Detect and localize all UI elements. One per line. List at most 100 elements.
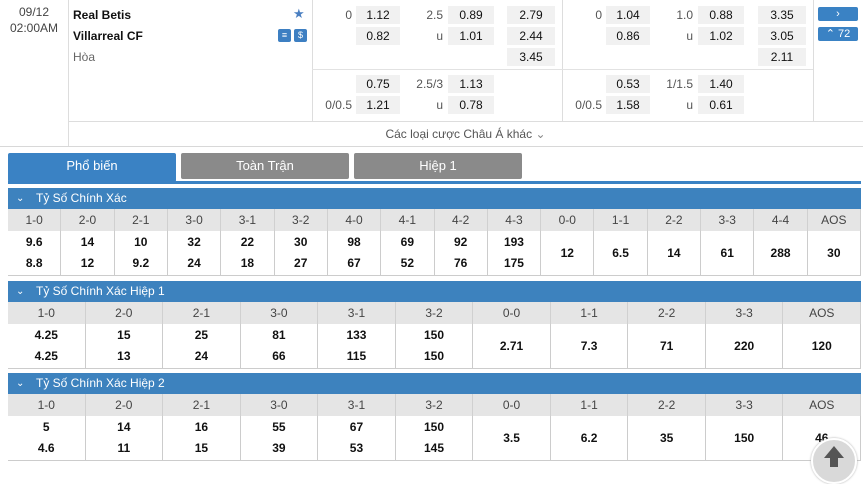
section-correct-score-2: ⌄ Tỷ Số Chính Xác Hiệp 2 1-0 2-0 2-1 3-0 3-1 3-… xyxy=(8,373,862,461)
ft-ou-under[interactable]: 1.01 xyxy=(448,27,494,45)
odds-value[interactable]: 288 xyxy=(770,245,791,260)
ft-ou2-over[interactable]: 1.13 xyxy=(448,75,494,93)
tab-first-half[interactable]: Hiệp 1 xyxy=(354,153,522,179)
odds-value[interactable]: 11 xyxy=(117,441,131,455)
tab-full-time[interactable]: Toàn Trận xyxy=(181,153,349,179)
odds-value[interactable]: 52 xyxy=(400,256,415,270)
h1-hcap-away[interactable]: 0.86 xyxy=(606,27,650,45)
h1-ou2-under[interactable]: 0.61 xyxy=(698,96,744,114)
stats-icon[interactable]: ≡ xyxy=(278,29,291,42)
odds-value[interactable]: 53 xyxy=(349,441,364,455)
odds-value[interactable]: 66 xyxy=(272,349,286,363)
ft-1x2-away[interactable]: 2.44 xyxy=(507,27,555,45)
h1-1x2-away[interactable]: 3.05 xyxy=(758,27,806,45)
h1-hcap2-away[interactable]: 1.58 xyxy=(606,96,650,114)
away-team[interactable]: Villarreal CF xyxy=(73,29,143,43)
odds-value[interactable]: 27 xyxy=(294,256,308,270)
h1-ou-under[interactable]: 1.02 xyxy=(698,27,744,45)
h1-ou2-over[interactable]: 1.40 xyxy=(698,75,744,93)
scroll-to-top-button[interactable] xyxy=(811,438,857,484)
h1-1x2-draw[interactable]: 2.11 xyxy=(758,48,806,66)
odds-value[interactable]: 39 xyxy=(272,441,286,455)
section-header[interactable]: ⌄ Tỷ Số Chính Xác xyxy=(8,188,861,209)
collapse-chevron-icon[interactable]: ⌄ xyxy=(16,378,25,389)
odds-value[interactable]: 115 xyxy=(346,349,367,363)
tab-popular[interactable]: Phổ biến xyxy=(8,153,176,182)
ft-hcap-home[interactable]: 1.12 xyxy=(356,6,400,24)
ft-hcap2-home[interactable]: 0.75 xyxy=(356,75,400,93)
collapse-chevron-icon[interactable]: ⌄ xyxy=(16,286,25,297)
odds-value[interactable]: 35 xyxy=(659,430,674,445)
more-asian-bets-link[interactable]: Các loại cược Châu Á khác ⌄ xyxy=(68,121,863,147)
odds-value[interactable]: 133 xyxy=(346,328,367,342)
h1-1x2-home[interactable]: 3.35 xyxy=(758,6,806,24)
odds-value[interactable]: 69 xyxy=(400,235,415,249)
section-header[interactable]: ⌄ Tỷ Số Chính Xác Hiệp 2 xyxy=(8,373,861,394)
odds-value[interactable]: 98 xyxy=(347,235,361,249)
odds-value[interactable]: 12 xyxy=(80,256,95,270)
h1-hcap2-home[interactable]: 0.53 xyxy=(606,75,650,93)
odds-value[interactable]: 81 xyxy=(272,328,286,342)
odds-value[interactable]: 4.25 xyxy=(34,349,58,363)
odds-value[interactable]: 25 xyxy=(194,328,209,342)
odds-value[interactable]: 7.3 xyxy=(580,338,598,353)
odds-value[interactable]: 24 xyxy=(194,349,209,363)
odds-value[interactable]: 4.6 xyxy=(37,441,55,455)
odds-value[interactable]: 10 xyxy=(134,235,148,249)
odds-value[interactable]: 150 xyxy=(423,420,445,434)
odds-value[interactable]: 18 xyxy=(240,256,255,270)
odds-value[interactable]: 92 xyxy=(453,235,468,249)
chevron-right-icon[interactable]: › xyxy=(818,7,858,21)
ft-hcap-away[interactable]: 0.82 xyxy=(356,27,400,45)
odds-value[interactable]: 3.5 xyxy=(503,430,520,445)
odds-value[interactable]: 14 xyxy=(117,420,131,434)
odds-value[interactable]: 120 xyxy=(811,338,832,353)
odds-value[interactable]: 145 xyxy=(423,441,445,455)
more-bets-button[interactable]: ⌃ 72 xyxy=(818,27,858,41)
odds-value[interactable]: 15 xyxy=(117,328,131,342)
odds-value[interactable]: 150 xyxy=(734,430,755,445)
odds-value[interactable]: 4.25 xyxy=(34,328,58,342)
odds-value[interactable]: 193 xyxy=(503,235,524,249)
odds-value[interactable]: 67 xyxy=(347,256,361,270)
odds-value[interactable]: 2.71 xyxy=(499,338,524,353)
odds-value[interactable]: 22 xyxy=(240,235,255,249)
ft-1x2-draw[interactable]: 3.45 xyxy=(507,48,555,66)
odds-value[interactable]: 71 xyxy=(659,338,674,353)
odds-value[interactable]: 220 xyxy=(734,338,755,353)
odds-value[interactable]: 9.6 xyxy=(25,235,43,249)
odds-value[interactable]: 30 xyxy=(827,245,841,260)
odds-value[interactable]: 32 xyxy=(187,235,201,249)
odds-value[interactable]: 16 xyxy=(194,420,209,434)
odds-value[interactable]: 24 xyxy=(187,256,201,270)
ft-ou2-under[interactable]: 0.78 xyxy=(448,96,494,114)
h1-ou-over[interactable]: 0.88 xyxy=(698,6,744,24)
odds-value[interactable]: 76 xyxy=(453,256,468,270)
odds-value[interactable]: 8.8 xyxy=(25,256,43,270)
section-header[interactable]: ⌄ Tỷ Số Chính Xác Hiệp 1 xyxy=(8,281,861,302)
odds-value[interactable]: 175 xyxy=(503,256,524,270)
collapse-chevron-icon[interactable]: ⌄ xyxy=(16,193,25,204)
ft-1x2-home[interactable]: 2.79 xyxy=(507,6,555,24)
odds-value[interactable]: 6.5 xyxy=(612,245,629,260)
odds-value[interactable]: 14 xyxy=(667,245,681,260)
odds-value[interactable]: 30 xyxy=(294,235,308,249)
odds-value[interactable]: 55 xyxy=(272,420,286,434)
odds-value[interactable]: 150 xyxy=(423,328,445,342)
odds-value[interactable]: 61 xyxy=(720,245,734,260)
odds-value[interactable]: 13 xyxy=(117,349,131,363)
odds-value[interactable]: 5 xyxy=(42,420,50,434)
odds-value[interactable]: 14 xyxy=(80,235,95,249)
odds-value[interactable]: 12 xyxy=(560,245,574,260)
odds-value[interactable]: 9.2 xyxy=(132,256,150,270)
h1-hcap-home[interactable]: 1.04 xyxy=(606,6,650,24)
favorite-star-icon[interactable]: ★ xyxy=(293,6,305,21)
money-icon[interactable]: $ xyxy=(294,29,307,42)
odds-value[interactable]: 67 xyxy=(349,420,364,434)
ft-ou-over[interactable]: 0.89 xyxy=(448,6,494,24)
ft-hcap2-away[interactable]: 1.21 xyxy=(356,96,400,114)
home-team[interactable]: Real Betis xyxy=(73,8,132,22)
odds-value[interactable]: 6.2 xyxy=(580,430,598,445)
odds-value[interactable]: 150 xyxy=(423,349,445,363)
odds-value[interactable]: 15 xyxy=(194,441,209,455)
